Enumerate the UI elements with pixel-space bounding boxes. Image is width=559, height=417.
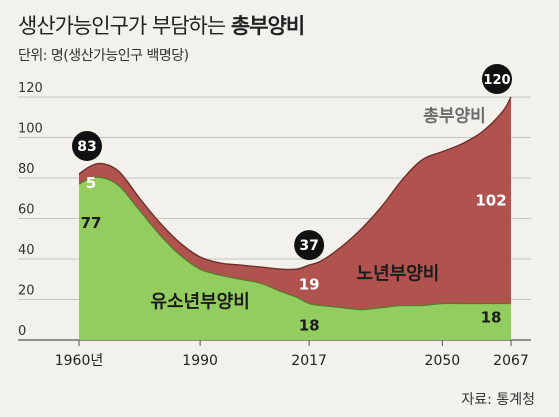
y-axis-ticks: 0 20 40 60 80 100 120	[18, 81, 43, 339]
value-label: 5	[86, 174, 96, 192]
label-youth-series: 유소년부양비	[150, 292, 249, 313]
callout-value: 120	[483, 73, 510, 88]
value-label: 19	[299, 275, 320, 293]
label-old-age-series: 노년부양비	[357, 263, 440, 284]
x-tick-label: 1960년	[55, 353, 104, 369]
x-tick-label: 2067	[493, 353, 529, 369]
x-axis-ticks: 1960년 1990 2017 2050 2067	[55, 340, 529, 369]
callout-circle	[294, 230, 325, 261]
value-labels: 5 77 19 18 102 18	[81, 174, 507, 334]
x-tick-label: 2050	[425, 353, 461, 369]
source-note: 자료: 통계청	[461, 392, 535, 408]
value-label: 18	[299, 316, 320, 334]
callouts: 83 37 120	[72, 64, 512, 261]
chart-title: 생산가능인구가 부담하는 총부양비	[18, 10, 305, 40]
y-tick-label: 120	[18, 81, 43, 96]
y-tick-label: 20	[18, 284, 35, 299]
callout-circle	[482, 64, 512, 94]
title-prefix: 생산가능인구가 부담하는	[18, 14, 226, 38]
title-bold: 총부양비	[230, 14, 305, 38]
y-tick-label: 80	[18, 162, 35, 177]
series-labels: 유소년부양비 노년부양비 총부양비	[150, 106, 485, 312]
value-label: 18	[481, 309, 502, 327]
areas	[78, 96, 512, 340]
value-label: 77	[81, 214, 102, 232]
x-tick-label: 2017	[291, 353, 327, 369]
callout-bubble: 120	[482, 64, 512, 94]
callout-value: 37	[299, 238, 318, 254]
label-total-series: 총부양비	[423, 106, 486, 126]
total-line	[78, 96, 512, 271]
callout-circle	[72, 130, 102, 161]
youth-line	[78, 176, 511, 311]
x-tick-label: 1990	[182, 353, 218, 369]
value-label: 102	[475, 191, 506, 209]
chart-subtitle: 단위: 명(생산가능인구 백명당)	[18, 48, 189, 64]
area-youth	[79, 177, 511, 340]
y-tick-label: 40	[18, 243, 35, 258]
callout-value: 83	[77, 139, 96, 155]
callout-bubble: 37	[294, 230, 325, 261]
y-tick-label: 100	[18, 122, 43, 137]
callout-bubble: 83	[72, 130, 102, 161]
y-tick-label: 0	[18, 324, 26, 339]
y-tick-label: 60	[18, 203, 35, 218]
